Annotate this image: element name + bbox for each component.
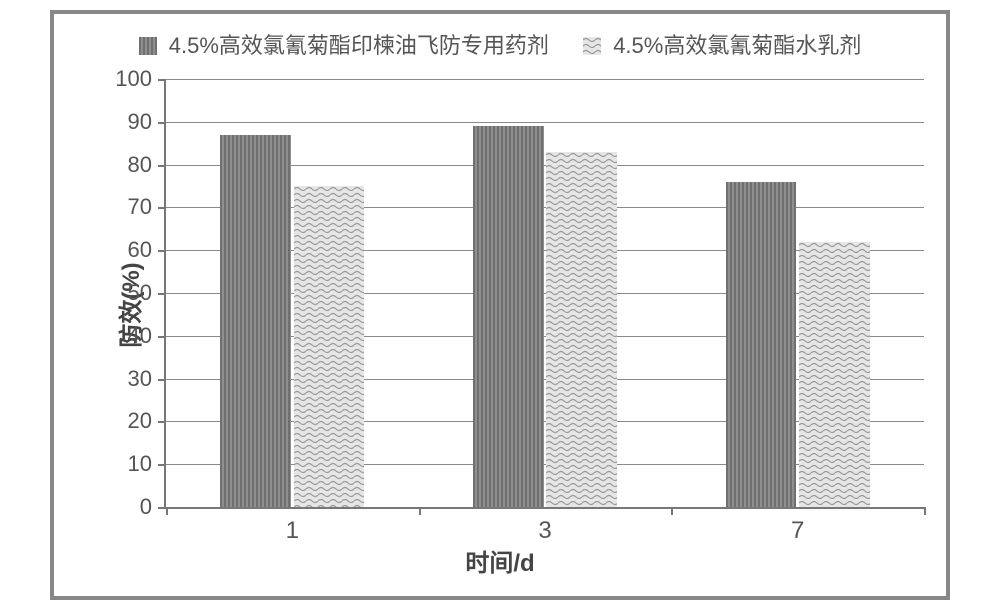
y-tick-label: 40 [128,323,166,349]
x-tick [419,507,421,515]
y-tick-label: 20 [128,408,166,434]
legend-item-series-2: 4.5%高效氯氰菊酯水乳剂 [583,28,861,60]
bar-series-1 [220,135,291,507]
legend: 4.5%高效氯氰菊酯印楝油飞防专用药剂 4.5%高效氯氰菊酯水乳剂 [54,14,946,60]
x-tick [166,507,168,515]
legend-swatch-series-2 [583,37,601,55]
gridline [166,122,924,123]
x-tick-label: 7 [791,507,804,545]
y-tick-label: 50 [128,280,166,306]
y-tick-label: 10 [128,451,166,477]
y-tick-label: 90 [128,109,166,135]
bar-series-2 [546,152,617,507]
legend-label-series-1: 4.5%高效氯氰菊酯印楝油飞防专用药剂 [169,33,549,58]
chart-frame: 4.5%高效氯氰菊酯印楝油飞防专用药剂 4.5%高效氯氰菊酯水乳剂 防效(%) … [50,10,950,600]
x-tick [671,507,673,515]
bar-series-1 [473,126,544,507]
bar-series-2 [799,242,870,507]
plot-area: 0102030405060708090100137 [164,79,924,509]
x-tick-label: 3 [538,507,551,545]
y-tick-label: 100 [115,66,166,92]
legend-label-series-2: 4.5%高效氯氰菊酯水乳剂 [613,33,861,58]
x-tick-label: 1 [286,507,299,545]
legend-swatch-series-1 [139,37,157,55]
gridline [166,79,924,80]
bar-series-2 [294,186,365,507]
y-tick-label: 80 [128,152,166,178]
y-tick-label: 0 [140,494,166,520]
x-tick [924,507,926,515]
y-tick-label: 60 [128,237,166,263]
legend-item-series-1: 4.5%高效氯氰菊酯印楝油飞防专用药剂 [139,28,549,60]
y-tick-label: 30 [128,366,166,392]
y-tick-label: 70 [128,194,166,220]
x-axis-title: 时间/d [54,543,946,578]
bar-series-1 [726,182,797,507]
